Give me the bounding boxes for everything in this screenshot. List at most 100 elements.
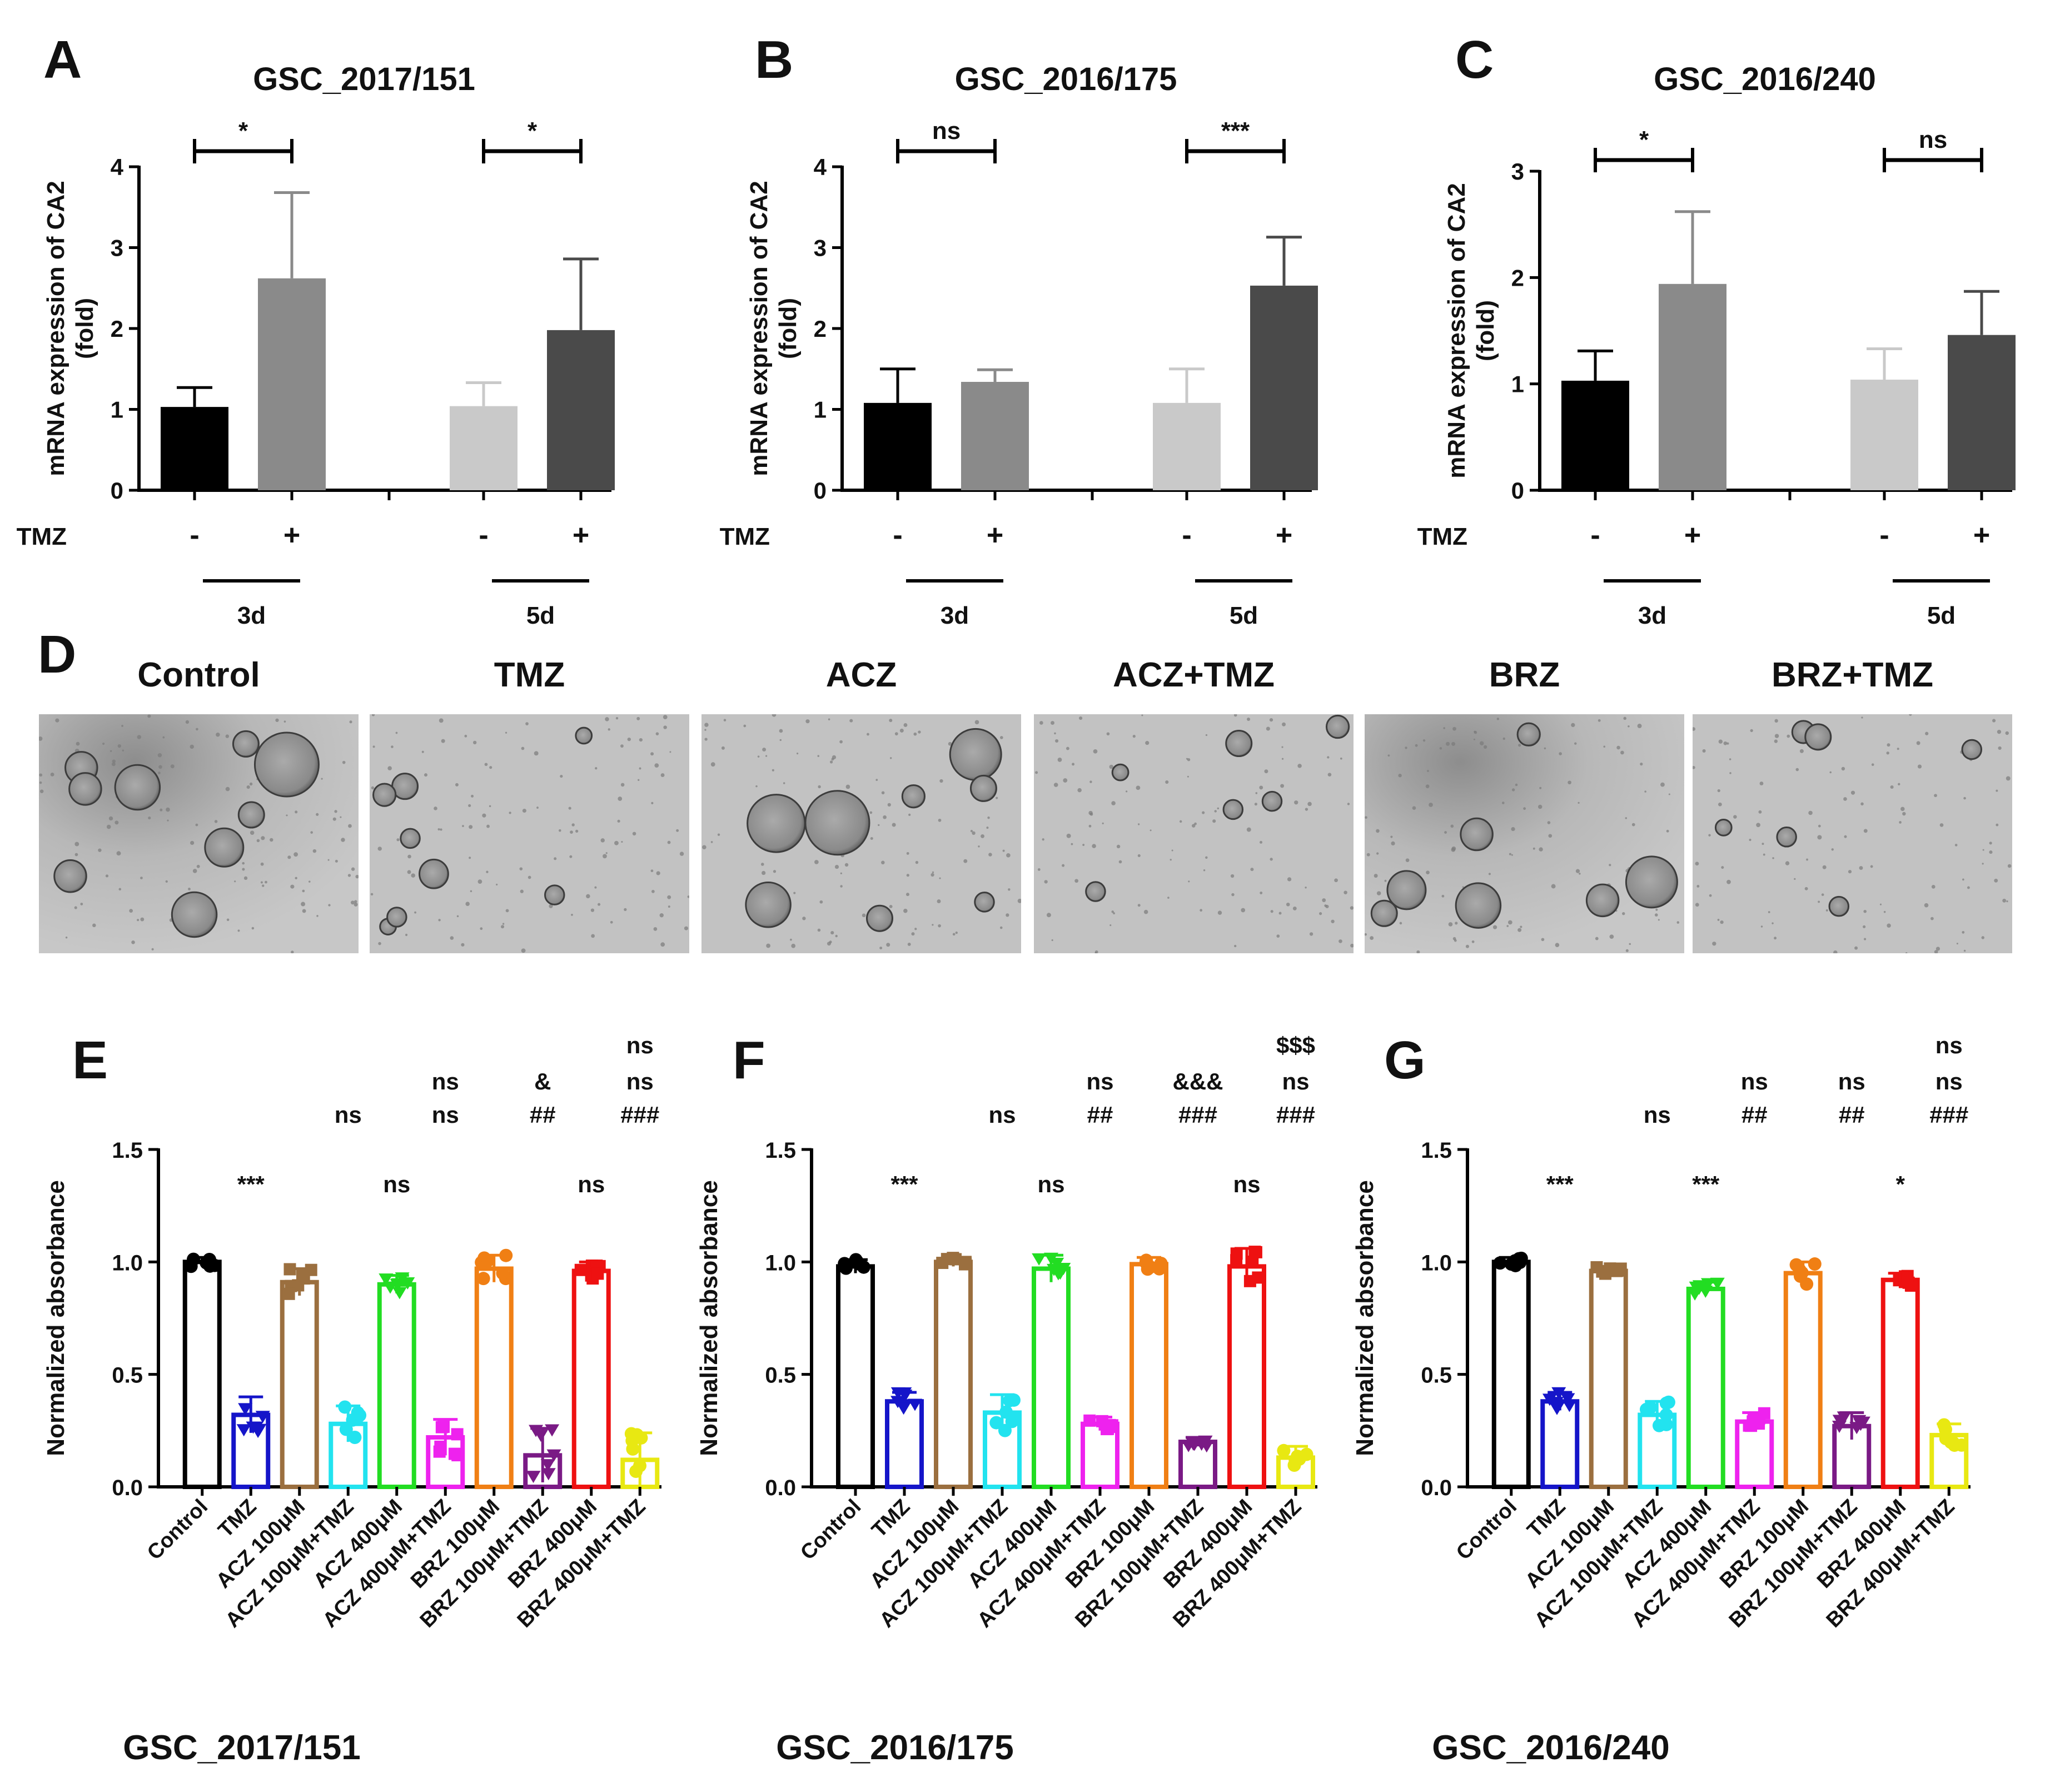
debris — [1350, 943, 1354, 948]
debris — [668, 905, 670, 908]
data-point — [448, 1447, 461, 1460]
bar-brz-100-m — [474, 1266, 514, 1490]
debris — [1270, 858, 1273, 861]
data-point — [434, 1440, 447, 1453]
debris — [160, 808, 163, 812]
image-label-acz-plus-tmz: ACZ+TMZ — [1113, 656, 1275, 694]
debris — [560, 774, 563, 778]
chart-b: GSC_2016/175 mRNA expression of CA2(fold)… — [720, 61, 1318, 629]
debris — [603, 854, 607, 859]
debris — [1405, 746, 1407, 749]
debris — [1721, 866, 1724, 869]
debris — [610, 920, 613, 924]
data-point — [1083, 1414, 1096, 1427]
debris — [1518, 744, 1521, 747]
debris — [137, 919, 140, 922]
debris — [1376, 891, 1381, 895]
data-point — [1562, 1400, 1577, 1412]
debris — [1192, 824, 1196, 828]
debris — [911, 932, 915, 936]
debris — [1171, 849, 1173, 852]
debris — [829, 760, 833, 764]
debris — [710, 762, 715, 767]
debris — [74, 842, 79, 847]
data-point — [296, 1270, 309, 1282]
debris — [1451, 847, 1456, 852]
x-tick-label: Control — [143, 1495, 212, 1565]
debris — [600, 838, 605, 843]
debris — [1448, 922, 1453, 927]
panel-letter-c: C — [1455, 30, 1494, 89]
data-point — [1493, 1256, 1507, 1270]
debris — [396, 838, 400, 842]
debris — [1598, 719, 1601, 722]
debris — [407, 854, 411, 859]
annotation-black: ns — [1935, 1068, 1963, 1094]
debris — [772, 714, 777, 717]
data-point — [1939, 1432, 1953, 1446]
neurosphere — [400, 828, 421, 849]
microscopy-row: Control TMZ ACZ ACZ+TMZ BRZ BRZ+TMZ — [39, 656, 2012, 953]
data-point — [989, 1416, 1003, 1430]
bar-acz-400-m — [1686, 1286, 1725, 1489]
chart-f: Normalized absorbance 0.0 0.5 1.0 1.5 Control… — [695, 1032, 1317, 1767]
y-axis-label-line: (fold) — [1472, 300, 1499, 361]
treatment-sign: + — [283, 519, 300, 551]
debris — [370, 893, 374, 896]
debris — [817, 928, 821, 932]
debris — [948, 741, 952, 746]
y-tick-label: 4 — [111, 154, 124, 180]
data-point — [236, 1424, 251, 1437]
debris — [793, 892, 796, 894]
debris — [1496, 718, 1500, 720]
debris — [651, 802, 654, 804]
debris — [1042, 838, 1044, 841]
debris — [1859, 866, 1863, 870]
data-point — [545, 1424, 560, 1437]
debris — [195, 823, 198, 827]
debris — [190, 744, 194, 749]
debris — [1451, 741, 1456, 746]
neurosphere — [745, 882, 792, 928]
data-point — [1808, 1257, 1822, 1271]
treatment-sign: + — [1684, 519, 1701, 551]
debris — [906, 852, 909, 855]
data-point — [897, 1387, 912, 1400]
debris — [704, 729, 706, 731]
data-point — [838, 1257, 852, 1271]
debris — [1334, 878, 1338, 883]
annotation-red: * — [1896, 1171, 1905, 1197]
debris — [196, 728, 198, 731]
debris — [899, 728, 904, 733]
debris — [1051, 939, 1053, 942]
debris — [1931, 885, 1935, 889]
debris — [1511, 827, 1515, 832]
debris — [1768, 911, 1770, 913]
debris — [39, 789, 44, 793]
debris — [889, 905, 893, 908]
debris — [1863, 829, 1868, 833]
data-point — [496, 1266, 510, 1280]
debris — [1270, 910, 1273, 913]
debris — [1044, 880, 1048, 884]
debris — [1113, 912, 1115, 915]
debris — [137, 735, 141, 739]
debris — [554, 857, 557, 860]
annotation-red: ns — [1233, 1171, 1260, 1197]
debris — [1708, 834, 1711, 837]
debris — [743, 724, 747, 728]
debris — [1376, 852, 1379, 855]
debris — [1078, 716, 1083, 720]
debris — [883, 815, 887, 819]
group-label: 5d — [1927, 602, 1956, 629]
neurosphere — [1386, 870, 1427, 910]
annotation-purple: ns — [988, 1102, 1016, 1128]
debris — [1749, 838, 1752, 842]
data-point — [1047, 1263, 1062, 1276]
y-tick-label: 1 — [814, 397, 827, 423]
debris — [214, 820, 218, 823]
debris — [605, 717, 609, 721]
debris — [348, 824, 352, 828]
debris — [892, 823, 896, 827]
debris — [1568, 780, 1571, 785]
